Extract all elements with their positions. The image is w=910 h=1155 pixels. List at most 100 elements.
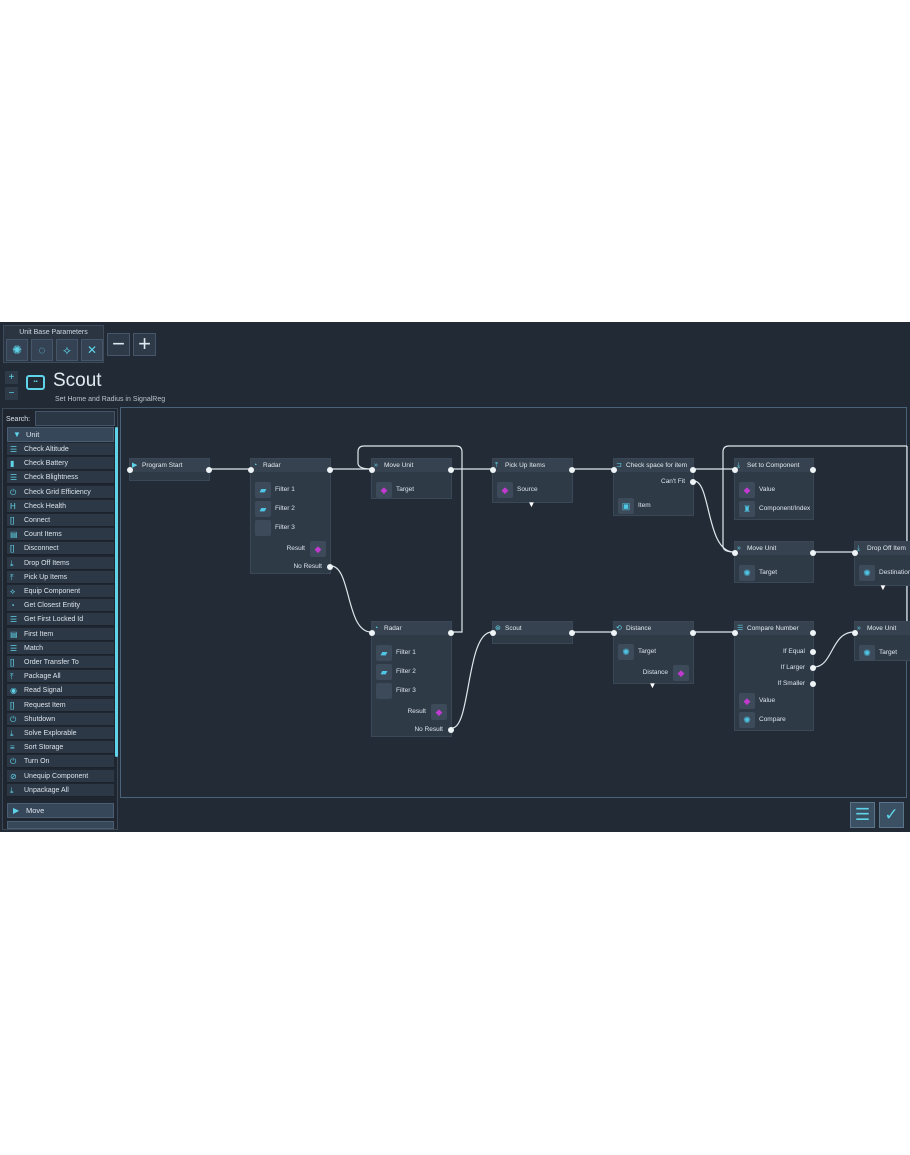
sidebar-item-sort-storage[interactable]: ≡ Sort Storage (7, 741, 114, 755)
sidebar-item-get-closest-entity[interactable]: ◔ Get Closest Entity (7, 599, 114, 613)
node-header[interactable]: ⟲ Distance (614, 622, 693, 635)
node-check-space-for-item[interactable]: ⊐ Check space for item Can't Fit ▣ Item (611, 458, 696, 516)
sidebar-item-disconnect[interactable]: [] Disconnect (7, 542, 114, 556)
zoom-out-icon[interactable]: − (5, 387, 18, 400)
node-header[interactable]: ▶ Program Start (130, 459, 209, 472)
link-param-button[interactable]: ⟡ (56, 339, 78, 361)
register-slot[interactable]: ◆ (739, 482, 755, 498)
register-slot[interactable]: ◆ (310, 541, 326, 557)
node-header[interactable]: ⤓ Drop Off Item (855, 542, 910, 555)
flow-output-port[interactable] (448, 467, 454, 473)
sidebar-item-solve-explorable[interactable]: ⤓ Solve Explorable (7, 727, 114, 740)
flow-output-port[interactable] (569, 630, 575, 636)
flow-input-port[interactable] (369, 467, 375, 473)
sidebar-item-unpackage-all[interactable]: ⤓ Unpackage All (7, 783, 114, 797)
flow-input-port[interactable] (369, 630, 375, 636)
sidebar-scrollbar[interactable] (115, 427, 118, 757)
node-header[interactable]: ◔ Radar (251, 459, 330, 472)
node-drop-off-item[interactable]: ⤓ Drop Off Item ✺ Destination ▼ (852, 541, 910, 592)
flow-input-port[interactable] (732, 467, 738, 473)
sidebar-item-first-item[interactable]: ▤ First Item (7, 627, 114, 641)
expand-arrow-icon[interactable]: ▼ (879, 583, 887, 592)
register-slot[interactable]: ◆ (673, 665, 689, 681)
node-pick-up-items[interactable]: ⤒ Pick Up Items ◆ Source ▼ (490, 458, 575, 509)
confirm-button[interactable]: ✓ (879, 802, 904, 828)
sidebar-item-read-signal[interactable]: ◉ Read Signal (7, 684, 114, 698)
flow-input-port[interactable] (490, 467, 496, 473)
sidebar-item-check-health[interactable]: H Check Health (7, 499, 114, 513)
unit-slot[interactable]: ✺ (739, 712, 755, 728)
flow-output-port[interactable] (810, 550, 816, 556)
branch-output-port[interactable] (810, 681, 816, 687)
instruction-list-button[interactable]: ☰ (850, 802, 875, 828)
unit-slot[interactable]: ✺ (859, 565, 875, 581)
node-radar[interactable]: ◔ Radar ▰ Filter 1 ▰ Filter 2 Filter 3 Result ◆ N… (248, 458, 333, 574)
unit-slot[interactable]: ✺ (618, 644, 634, 660)
page-subtitle[interactable]: Set Home and Radius in SignalReg (55, 396, 166, 403)
flow-input-port[interactable] (611, 467, 617, 473)
sidebar-item-drop-off-items[interactable]: ⤓ Drop Off Items (7, 556, 114, 570)
node-program-start[interactable]: ▶ Program Start (127, 458, 212, 481)
flow-input-port[interactable] (248, 467, 254, 473)
search-input[interactable] (35, 411, 115, 426)
flow-input-port[interactable] (611, 630, 617, 636)
radius-param-button[interactable]: ✕ (81, 339, 103, 361)
sidebar-item-request-item[interactable]: [] Request Item (7, 698, 114, 712)
sidebar-item-package-all[interactable]: ⤒ Package All (7, 670, 114, 684)
sidebar-item-order-transfer-to[interactable]: [] Order Transfer To (7, 656, 114, 669)
flow-output-port[interactable] (448, 630, 454, 636)
sidebar-item-equip-component[interactable]: ⟡ Equip Component (7, 585, 114, 598)
node-header[interactable]: » Move Unit (855, 622, 910, 635)
unit-slot[interactable]: ✺ (739, 565, 755, 581)
sidebar-item-connect[interactable]: [] Connect (7, 514, 114, 527)
node-compare-number[interactable]: ☰ Compare Number If Equal If Larger If Small… (732, 621, 816, 731)
node-move-unit[interactable]: » Move Unit ✺ Target (852, 621, 910, 661)
flow-input-port[interactable] (490, 630, 496, 636)
node-header[interactable]: ⊐ Check space for item (614, 459, 693, 472)
flow-output-port[interactable] (569, 467, 575, 473)
sidebar-item-get-first-locked-id[interactable]: ☰ Get First Locked Id (7, 613, 114, 627)
flow-output-port[interactable] (810, 467, 816, 473)
branch-output-port[interactable] (810, 649, 816, 655)
flow-output-port[interactable] (690, 467, 696, 473)
sidebar-item-count-items[interactable]: ▤ Count Items (7, 528, 114, 542)
category-unit[interactable]: ▼ Unit (7, 427, 114, 442)
sidebar-item-check-battery[interactable]: ▮ Check Battery (7, 457, 114, 471)
node-move-unit[interactable]: » Move Unit ✺ Target (732, 541, 816, 583)
node-header[interactable]: ☰ Compare Number (735, 622, 813, 635)
register-slot[interactable]: ◆ (431, 704, 447, 720)
node-header[interactable]: ⊛ Scout (493, 622, 572, 635)
branch-output-port[interactable] (690, 479, 696, 485)
flow-output-port[interactable] (690, 630, 696, 636)
item-slot[interactable]: ▣ (618, 498, 634, 514)
component-slot[interactable]: ♜ (739, 501, 755, 517)
expand-arrow-icon[interactable]: ▼ (527, 500, 536, 509)
register-slot[interactable]: ◆ (497, 482, 513, 498)
sidebar-item-pick-up-items[interactable]: ⤒ Pick Up Items (7, 570, 114, 584)
branch-output-port[interactable] (810, 665, 816, 671)
register-slot[interactable]: ◆ (376, 482, 392, 498)
page-title[interactable]: Scout (53, 370, 102, 391)
sidebar-item-check-blightness[interactable]: ☰ Check Blightness (7, 471, 114, 485)
sidebar-item-shutdown[interactable]: ⏻ Shutdown (7, 712, 114, 726)
node-set-to-component[interactable]: ⤓ Set to Component ◆ Value ♜ Component/Index (732, 458, 816, 520)
zoom-in-icon[interactable]: + (5, 371, 18, 384)
flow-input-port[interactable] (732, 630, 738, 636)
empty-slot[interactable] (376, 683, 392, 699)
sidebar-item-check-grid-efficiency[interactable]: ⏻ Check Grid Efficiency (7, 485, 114, 499)
unit-param-button[interactable]: ✺ (6, 339, 28, 361)
flow-input-port[interactable] (127, 467, 133, 473)
category-next[interactable] (7, 821, 114, 829)
expand-arrow-icon[interactable]: ▼ (648, 681, 657, 690)
sidebar-item-match[interactable]: ☰ Match (7, 641, 114, 655)
filter-slot[interactable]: ▰ (255, 482, 271, 498)
node-distance[interactable]: ⟲ Distance ✺ Target Distance ◆ ▼ (611, 621, 696, 690)
flow-output-port[interactable] (206, 467, 212, 473)
node-header[interactable]: ⤓ Set to Component (735, 459, 813, 472)
register-slot[interactable]: ◆ (739, 693, 755, 709)
sidebar-item-turn-on[interactable]: ⏻ Turn On (7, 755, 114, 769)
node-header[interactable]: » Move Unit (372, 459, 451, 472)
category-move[interactable]: ▶ Move (7, 803, 114, 818)
sidebar-item-unequip-component[interactable]: ⊘ Unequip Component (7, 769, 114, 783)
flow-output-port[interactable] (327, 467, 333, 473)
